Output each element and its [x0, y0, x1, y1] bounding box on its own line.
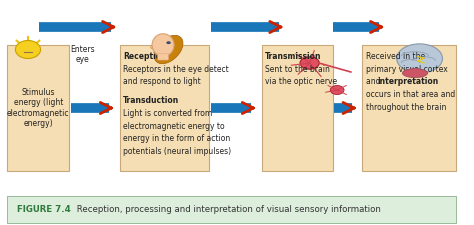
Text: Reception, processing and interpretation of visual sensory information: Reception, processing and interpretation… — [74, 205, 381, 214]
Ellipse shape — [330, 86, 344, 94]
FancyBboxPatch shape — [157, 54, 169, 60]
FancyBboxPatch shape — [8, 196, 456, 223]
Ellipse shape — [402, 69, 428, 78]
FancyBboxPatch shape — [119, 45, 209, 171]
FancyBboxPatch shape — [362, 45, 456, 171]
Text: via the optic nerve: via the optic nerve — [265, 77, 337, 86]
Text: throughout the brain: throughout the brain — [366, 103, 447, 112]
Text: Light is converted from: Light is converted from — [123, 109, 212, 118]
Text: Enters
eye: Enters eye — [71, 45, 95, 64]
Text: primary visual cortex: primary visual cortex — [366, 65, 448, 74]
Text: and respond to light: and respond to light — [123, 77, 201, 86]
Ellipse shape — [300, 57, 319, 69]
Text: Stimulus
energy (light
electromagnetic
energy): Stimulus energy (light electromagnetic e… — [7, 88, 70, 128]
Ellipse shape — [15, 40, 41, 58]
Ellipse shape — [152, 34, 174, 56]
Text: energy in the form of action: energy in the form of action — [123, 134, 230, 143]
Text: Transmission: Transmission — [265, 52, 322, 61]
Text: Transduction: Transduction — [123, 96, 180, 105]
Text: electromagnetic energy to: electromagnetic energy to — [123, 122, 225, 130]
Text: Received in the: Received in the — [366, 52, 425, 61]
FancyBboxPatch shape — [262, 45, 333, 171]
Text: potentials (neural impulses): potentials (neural impulses) — [123, 147, 231, 156]
Ellipse shape — [151, 45, 155, 49]
Text: occurs in that area and: occurs in that area and — [366, 90, 455, 99]
Text: FIGURE 7.4: FIGURE 7.4 — [17, 205, 70, 214]
Ellipse shape — [154, 35, 183, 64]
Text: interpretation: interpretation — [377, 77, 438, 86]
Text: Receptors in the eye detect: Receptors in the eye detect — [123, 65, 229, 74]
FancyBboxPatch shape — [8, 45, 69, 171]
Text: and: and — [366, 77, 383, 86]
Ellipse shape — [397, 44, 442, 73]
Text: Sent to the brain: Sent to the brain — [265, 65, 330, 74]
Ellipse shape — [167, 42, 171, 44]
Text: Reception: Reception — [123, 52, 167, 61]
